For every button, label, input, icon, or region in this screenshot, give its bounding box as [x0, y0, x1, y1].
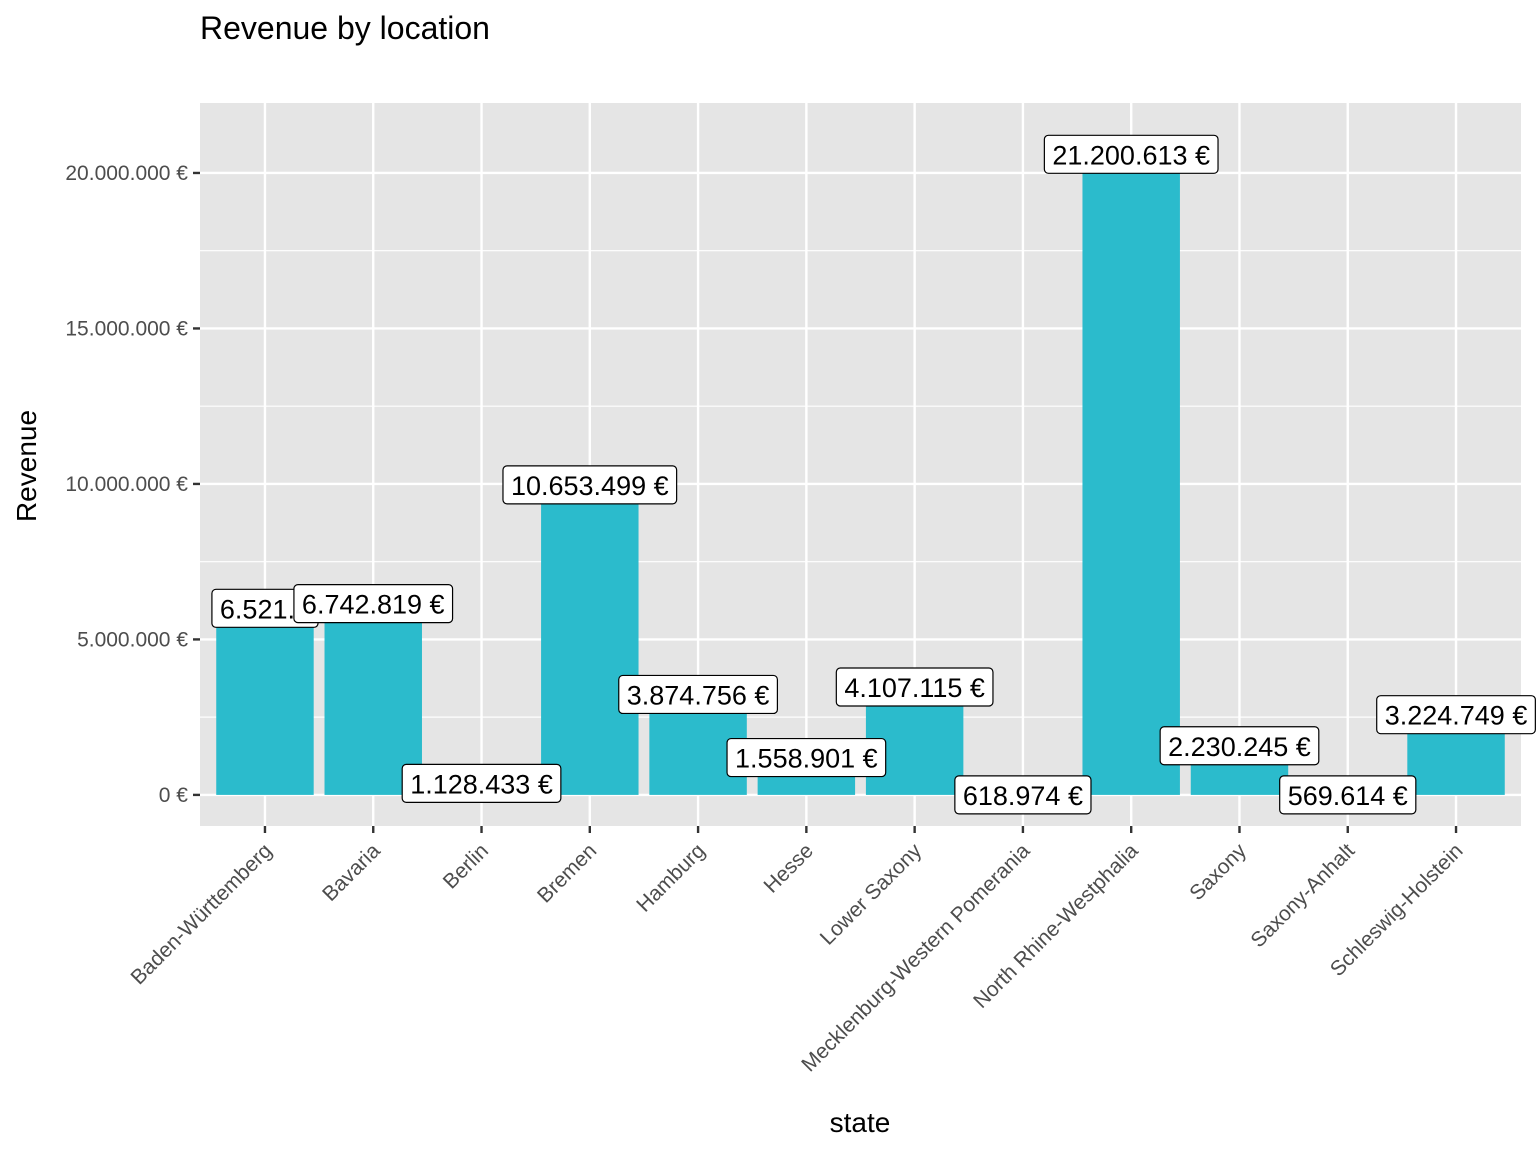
data-label: 4.107.115 € — [835, 667, 994, 707]
data-label-box — [954, 775, 1092, 815]
data-label: 3.874.756 € — [618, 674, 779, 715]
x-tick-label: Saxony-Anhalt — [1246, 839, 1359, 952]
data-label: 6.742.819 € — [293, 584, 454, 624]
data-labels: 6.521.06.742.819 €1.128.433 €10.653.499 … — [211, 134, 1536, 815]
data-label: 1.128.433 € — [401, 763, 562, 803]
bar — [216, 608, 314, 795]
data-label-text: 2.230.245 € — [1168, 732, 1311, 762]
data-label-text: 1.128.433 € — [410, 769, 553, 799]
x-tick-label: Mecklenburg-Western Pomerania — [797, 839, 1034, 1076]
data-label: 618.974 € — [954, 775, 1092, 815]
y-axis: 0 € 5.000.000 € 10.000.000 € 15.000.000 € 20… — [65, 162, 200, 807]
data-label-box — [401, 763, 562, 803]
y-tick-label: 0 € — [159, 784, 189, 807]
data-label-text: 3.874.756 € — [627, 680, 770, 710]
data-label-box — [726, 737, 887, 778]
data-label: 10.653.499 € — [502, 465, 678, 505]
data-label-box — [1376, 695, 1536, 735]
data-label-box — [1159, 726, 1320, 766]
data-label-text: 1.558.901 € — [735, 744, 878, 774]
data-label-text: 6.742.819 € — [302, 590, 445, 620]
x-tick-label: Berlin — [439, 839, 493, 893]
y-axis-title: Revenue — [11, 410, 42, 522]
x-tick-label: Hesse — [760, 839, 818, 897]
data-label: 1.558.901 € — [726, 737, 887, 778]
x-axis-title: state — [830, 1107, 891, 1138]
data-label-box — [293, 584, 454, 624]
data-label: 3.224.749 € — [1376, 695, 1536, 735]
data-label: 569.614 € — [1279, 775, 1417, 815]
x-tick-label: Saxony — [1185, 839, 1251, 905]
bar — [324, 603, 422, 795]
chart-title: Revenue by location — [200, 10, 490, 46]
bar — [1082, 154, 1180, 795]
bar — [541, 484, 639, 795]
data-label-box — [1043, 134, 1219, 174]
data-label-box — [835, 667, 994, 707]
data-label-text: 4.107.115 € — [844, 673, 985, 703]
y-tick-label: 10.000.000 € — [65, 473, 188, 496]
data-label: 2.230.245 € — [1159, 726, 1320, 766]
x-tick-label: Baden-Württemberg — [127, 839, 277, 989]
data-label-text: 21.200.613 € — [1052, 140, 1210, 170]
x-axis: Baden-Württemberg Bavaria Berlin Bremen Hamb… — [127, 826, 1468, 1076]
data-label-box — [502, 465, 678, 505]
data-label-text: 618.974 € — [963, 781, 1083, 811]
x-tick-label: Hamburg — [632, 839, 709, 916]
data-label-text: 3.224.749 € — [1385, 701, 1528, 731]
data-label-text: 10.653.499 € — [511, 471, 669, 501]
y-tick-label: 5.000.000 € — [77, 628, 188, 651]
y-tick-label: 15.000.000 € — [65, 317, 188, 340]
data-label: 21.200.613 € — [1043, 134, 1219, 174]
x-tick-label: Lower Saxony — [816, 839, 927, 950]
x-tick-label: Bavaria — [318, 839, 385, 906]
y-tick-label: 20.000.000 € — [65, 162, 188, 185]
data-label-text: 569.614 € — [1288, 781, 1408, 811]
x-tick-label: Bremen — [533, 839, 601, 907]
data-label-box — [618, 674, 779, 715]
data-label-box — [1279, 775, 1417, 815]
